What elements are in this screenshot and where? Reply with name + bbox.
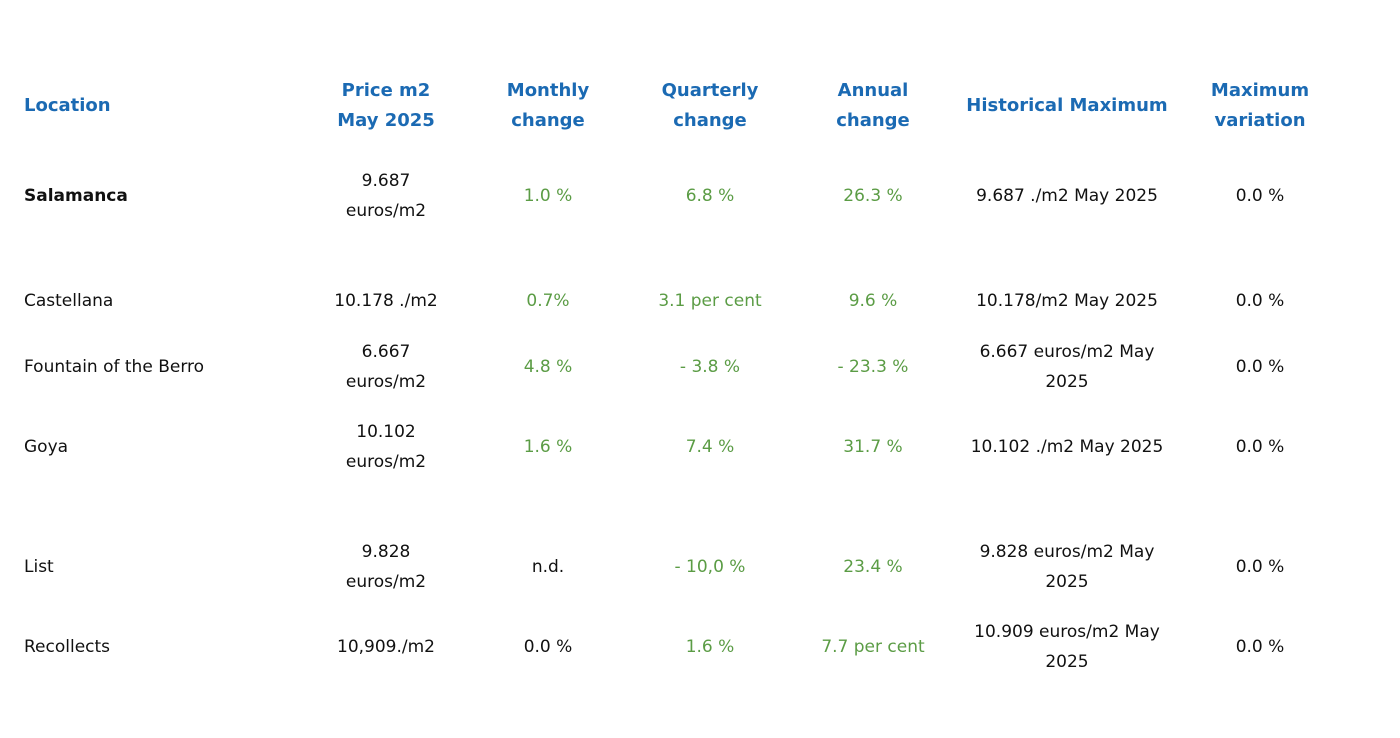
table-cell: 0.0 % (1235, 357, 1285, 377)
location-cell: List (24, 557, 54, 577)
table-cell: n.d. (531, 557, 565, 577)
table-cell: 9.6 % (848, 291, 898, 311)
table-cell: 0.0 % (1235, 291, 1285, 311)
table-cell: 23.4 % (843, 557, 903, 577)
table-cell: 1.0 % (523, 186, 573, 206)
table-cell: 10.178/m2 May 2025 (976, 291, 1158, 311)
table-cell: 6.667 euros/m2 May 2025 (979, 342, 1155, 392)
table-cell: 0.7% (526, 291, 570, 311)
column-header: Annual change (836, 80, 910, 131)
table-cell: 9.828 euros/m2 (345, 542, 427, 592)
table-cell: 0.0 % (1235, 637, 1285, 657)
column-header: Price m2 May 2025 (337, 80, 435, 131)
table-cell: 10.178 ./m2 (334, 291, 438, 311)
table-cell: 4.8 % (523, 357, 573, 377)
table-cell: 26.3 % (843, 186, 903, 206)
column-header: Quarterly change (661, 80, 759, 131)
table-cell: 9.687 ./m2 May 2025 (976, 186, 1158, 206)
table-cell: 10.909 euros/m2 May 2025 (974, 622, 1160, 672)
table-cell: 1.6 % (523, 437, 573, 457)
table-cell: 31.7 % (843, 437, 903, 457)
table-cell: 0.0 % (1235, 437, 1285, 457)
location-cell: Recollects (24, 637, 111, 657)
column-header: Historical Maximum (966, 95, 1168, 116)
table-cell: 10.102 euros/m2 (345, 422, 427, 472)
table-cell: 0.0 % (1235, 186, 1285, 206)
table-cell: 3.1 per cent (658, 291, 762, 311)
table-cell: 10.102 ./m2 May 2025 (970, 437, 1164, 457)
column-header: Maximum variation (1210, 80, 1310, 131)
table-cell: 9.828 euros/m2 May 2025 (979, 542, 1155, 592)
table-cell: 7.7 per cent (821, 637, 925, 657)
table-cell: 0.0 % (1235, 557, 1285, 577)
table-cell: 6.8 % (685, 186, 735, 206)
column-header: Location (24, 95, 111, 116)
table-cell: - 23.3 % (837, 357, 909, 377)
table-cell: 0.0 % (523, 637, 573, 657)
table-cell: 9.687 euros/m2 (345, 171, 427, 221)
location-cell: Salamanca (24, 186, 128, 206)
location-cell: Castellana (24, 291, 114, 311)
location-cell: Fountain of the Berro (24, 357, 205, 377)
table-cell: 1.6 % (685, 637, 735, 657)
table-cell: 7.4 % (685, 437, 735, 457)
location-cell: Goya (24, 437, 69, 457)
table-cell: 6.667 euros/m2 (345, 342, 427, 392)
column-header: Monthly change (506, 80, 590, 131)
table-cell: - 10,0 % (674, 557, 746, 577)
table-cell: 10,909./m2 (337, 637, 435, 657)
table-cell: - 3.8 % (679, 357, 741, 377)
